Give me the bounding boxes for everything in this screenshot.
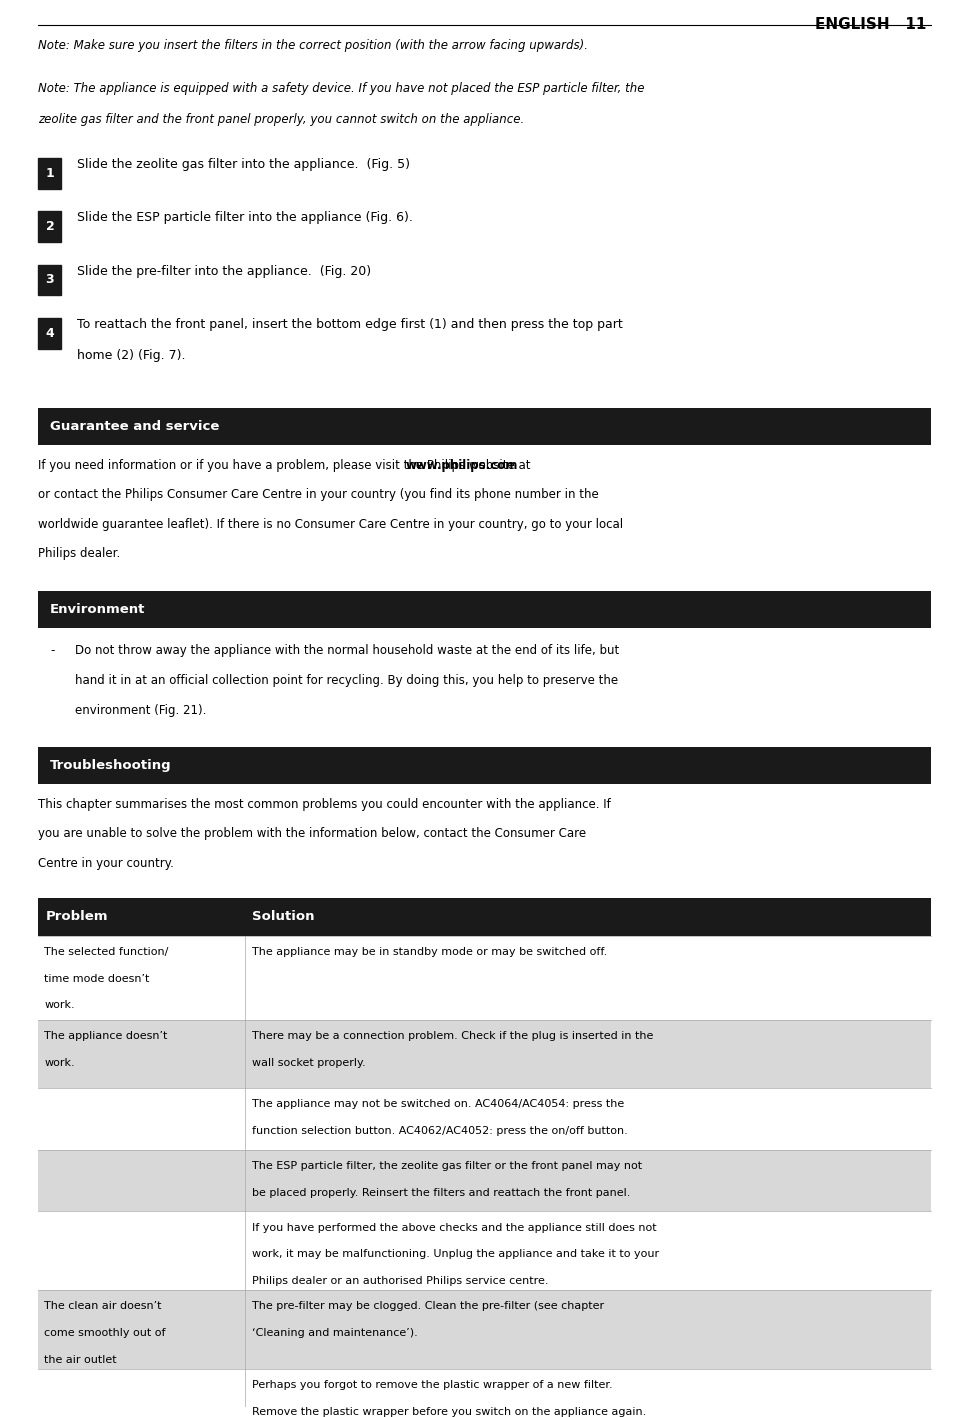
Text: This chapter summarises the most common problems you could encounter with the ap: This chapter summarises the most common … (38, 798, 612, 811)
FancyBboxPatch shape (38, 591, 931, 628)
Text: Perhaps you forgot to remove the plastic wrapper of a new filter.: Perhaps you forgot to remove the plastic… (252, 1380, 613, 1390)
Text: environment (Fig. 21).: environment (Fig. 21). (75, 703, 206, 717)
FancyBboxPatch shape (38, 157, 61, 188)
Text: The pre-filter may be clogged. Clean the pre-filter (see chapter: The pre-filter may be clogged. Clean the… (252, 1301, 605, 1312)
FancyBboxPatch shape (38, 1291, 931, 1369)
Text: Slide the ESP particle filter into the appliance (Fig. 6).: Slide the ESP particle filter into the a… (77, 211, 413, 224)
Text: or contact the Philips Consumer Care Centre in your country (you find its phone : or contact the Philips Consumer Care Cen… (38, 489, 599, 502)
Text: Philips dealer.: Philips dealer. (38, 547, 121, 560)
Text: 2: 2 (45, 220, 55, 232)
Text: wall socket properly.: wall socket properly. (252, 1058, 366, 1068)
Text: Note: The appliance is equipped with a safety device. If you have not placed the: Note: The appliance is equipped with a s… (38, 82, 645, 95)
FancyBboxPatch shape (38, 265, 61, 296)
Text: The appliance doesn’t: The appliance doesn’t (44, 1032, 168, 1041)
Text: The ESP particle filter, the zeolite gas filter or the front panel may not: The ESP particle filter, the zeolite gas… (252, 1161, 642, 1170)
Text: Problem: Problem (46, 910, 108, 922)
Text: Remove the plastic wrapper before you switch on the appliance again.: Remove the plastic wrapper before you sw… (252, 1407, 647, 1417)
Text: work, it may be malfunctioning. Unplug the appliance and take it to your: work, it may be malfunctioning. Unplug t… (252, 1250, 660, 1260)
Text: Solution: Solution (252, 910, 315, 922)
Text: work.: work. (44, 1000, 75, 1010)
Text: www.philips.com: www.philips.com (406, 459, 518, 472)
Text: There may be a connection problem. Check if the plug is inserted in the: There may be a connection problem. Check… (252, 1032, 654, 1041)
FancyBboxPatch shape (38, 211, 61, 242)
Text: Slide the zeolite gas filter into the appliance.  (Fig. 5): Slide the zeolite gas filter into the ap… (77, 157, 410, 170)
Text: zeolite gas filter and the front panel properly, you cannot switch on the applia: zeolite gas filter and the front panel p… (38, 112, 525, 126)
FancyBboxPatch shape (38, 408, 931, 445)
FancyBboxPatch shape (38, 935, 931, 1020)
Text: Environment: Environment (50, 602, 145, 616)
Text: The appliance may be in standby mode or may be switched off.: The appliance may be in standby mode or … (252, 947, 608, 956)
Text: The appliance may not be switched on. AC4064/AC4054: press the: The appliance may not be switched on. AC… (252, 1098, 625, 1110)
Text: be placed properly. Reinsert the filters and reattach the front panel.: be placed properly. Reinsert the filters… (252, 1187, 631, 1197)
Text: 3: 3 (46, 273, 54, 286)
Text: To reattach the front panel, insert the bottom edge first (1) and then press the: To reattach the front panel, insert the … (77, 317, 622, 332)
Text: Centre in your country.: Centre in your country. (38, 857, 175, 870)
Text: 1: 1 (45, 167, 55, 180)
Text: Troubleshooting: Troubleshooting (50, 760, 172, 772)
FancyBboxPatch shape (38, 1212, 931, 1291)
Text: worldwide guarantee leaflet). If there is no Consumer Care Centre in your countr: worldwide guarantee leaflet). If there i… (38, 517, 624, 531)
FancyBboxPatch shape (38, 1020, 931, 1088)
Text: hand it in at an official collection point for recycling. By doing this, you hel: hand it in at an official collection poi… (75, 674, 618, 687)
Text: Guarantee and service: Guarantee and service (50, 419, 219, 432)
FancyBboxPatch shape (38, 747, 931, 784)
Text: time mode doesn’t: time mode doesn’t (44, 973, 150, 983)
Text: work.: work. (44, 1058, 75, 1068)
Text: Philips dealer or an authorised Philips service centre.: Philips dealer or an authorised Philips … (252, 1277, 549, 1287)
Text: you are unable to solve the problem with the information below, contact the Cons: you are unable to solve the problem with… (38, 828, 587, 840)
Text: If you need information or if you have a problem, please visit the Philips websi: If you need information or if you have a… (38, 459, 535, 472)
Text: ENGLISH   11: ENGLISH 11 (815, 17, 926, 33)
Text: Slide the pre-filter into the appliance.  (Fig. 20): Slide the pre-filter into the appliance.… (77, 265, 371, 278)
Text: The selected function/: The selected function/ (44, 947, 169, 956)
Text: home (2) (Fig. 7).: home (2) (Fig. 7). (77, 349, 185, 361)
Text: the air outlet: the air outlet (44, 1355, 117, 1365)
Text: come smoothly out of: come smoothly out of (44, 1328, 166, 1338)
FancyBboxPatch shape (38, 1088, 931, 1149)
Text: ‘Cleaning and maintenance’).: ‘Cleaning and maintenance’). (252, 1328, 419, 1338)
FancyBboxPatch shape (38, 897, 931, 935)
FancyBboxPatch shape (38, 317, 61, 349)
FancyBboxPatch shape (38, 1369, 931, 1417)
Text: -: - (50, 645, 55, 657)
Text: 4: 4 (45, 327, 55, 340)
Text: function selection button. AC4062/AC4052: press the on/off button.: function selection button. AC4062/AC4052… (252, 1125, 628, 1135)
FancyBboxPatch shape (38, 1149, 931, 1212)
Text: Do not throw away the appliance with the normal household waste at the end of it: Do not throw away the appliance with the… (75, 645, 619, 657)
Text: Note: Make sure you insert the filters in the correct position (with the arrow f: Note: Make sure you insert the filters i… (38, 40, 588, 52)
Text: If you have performed the above checks and the appliance still does not: If you have performed the above checks a… (252, 1223, 657, 1233)
Text: The clean air doesn’t: The clean air doesn’t (44, 1301, 161, 1312)
